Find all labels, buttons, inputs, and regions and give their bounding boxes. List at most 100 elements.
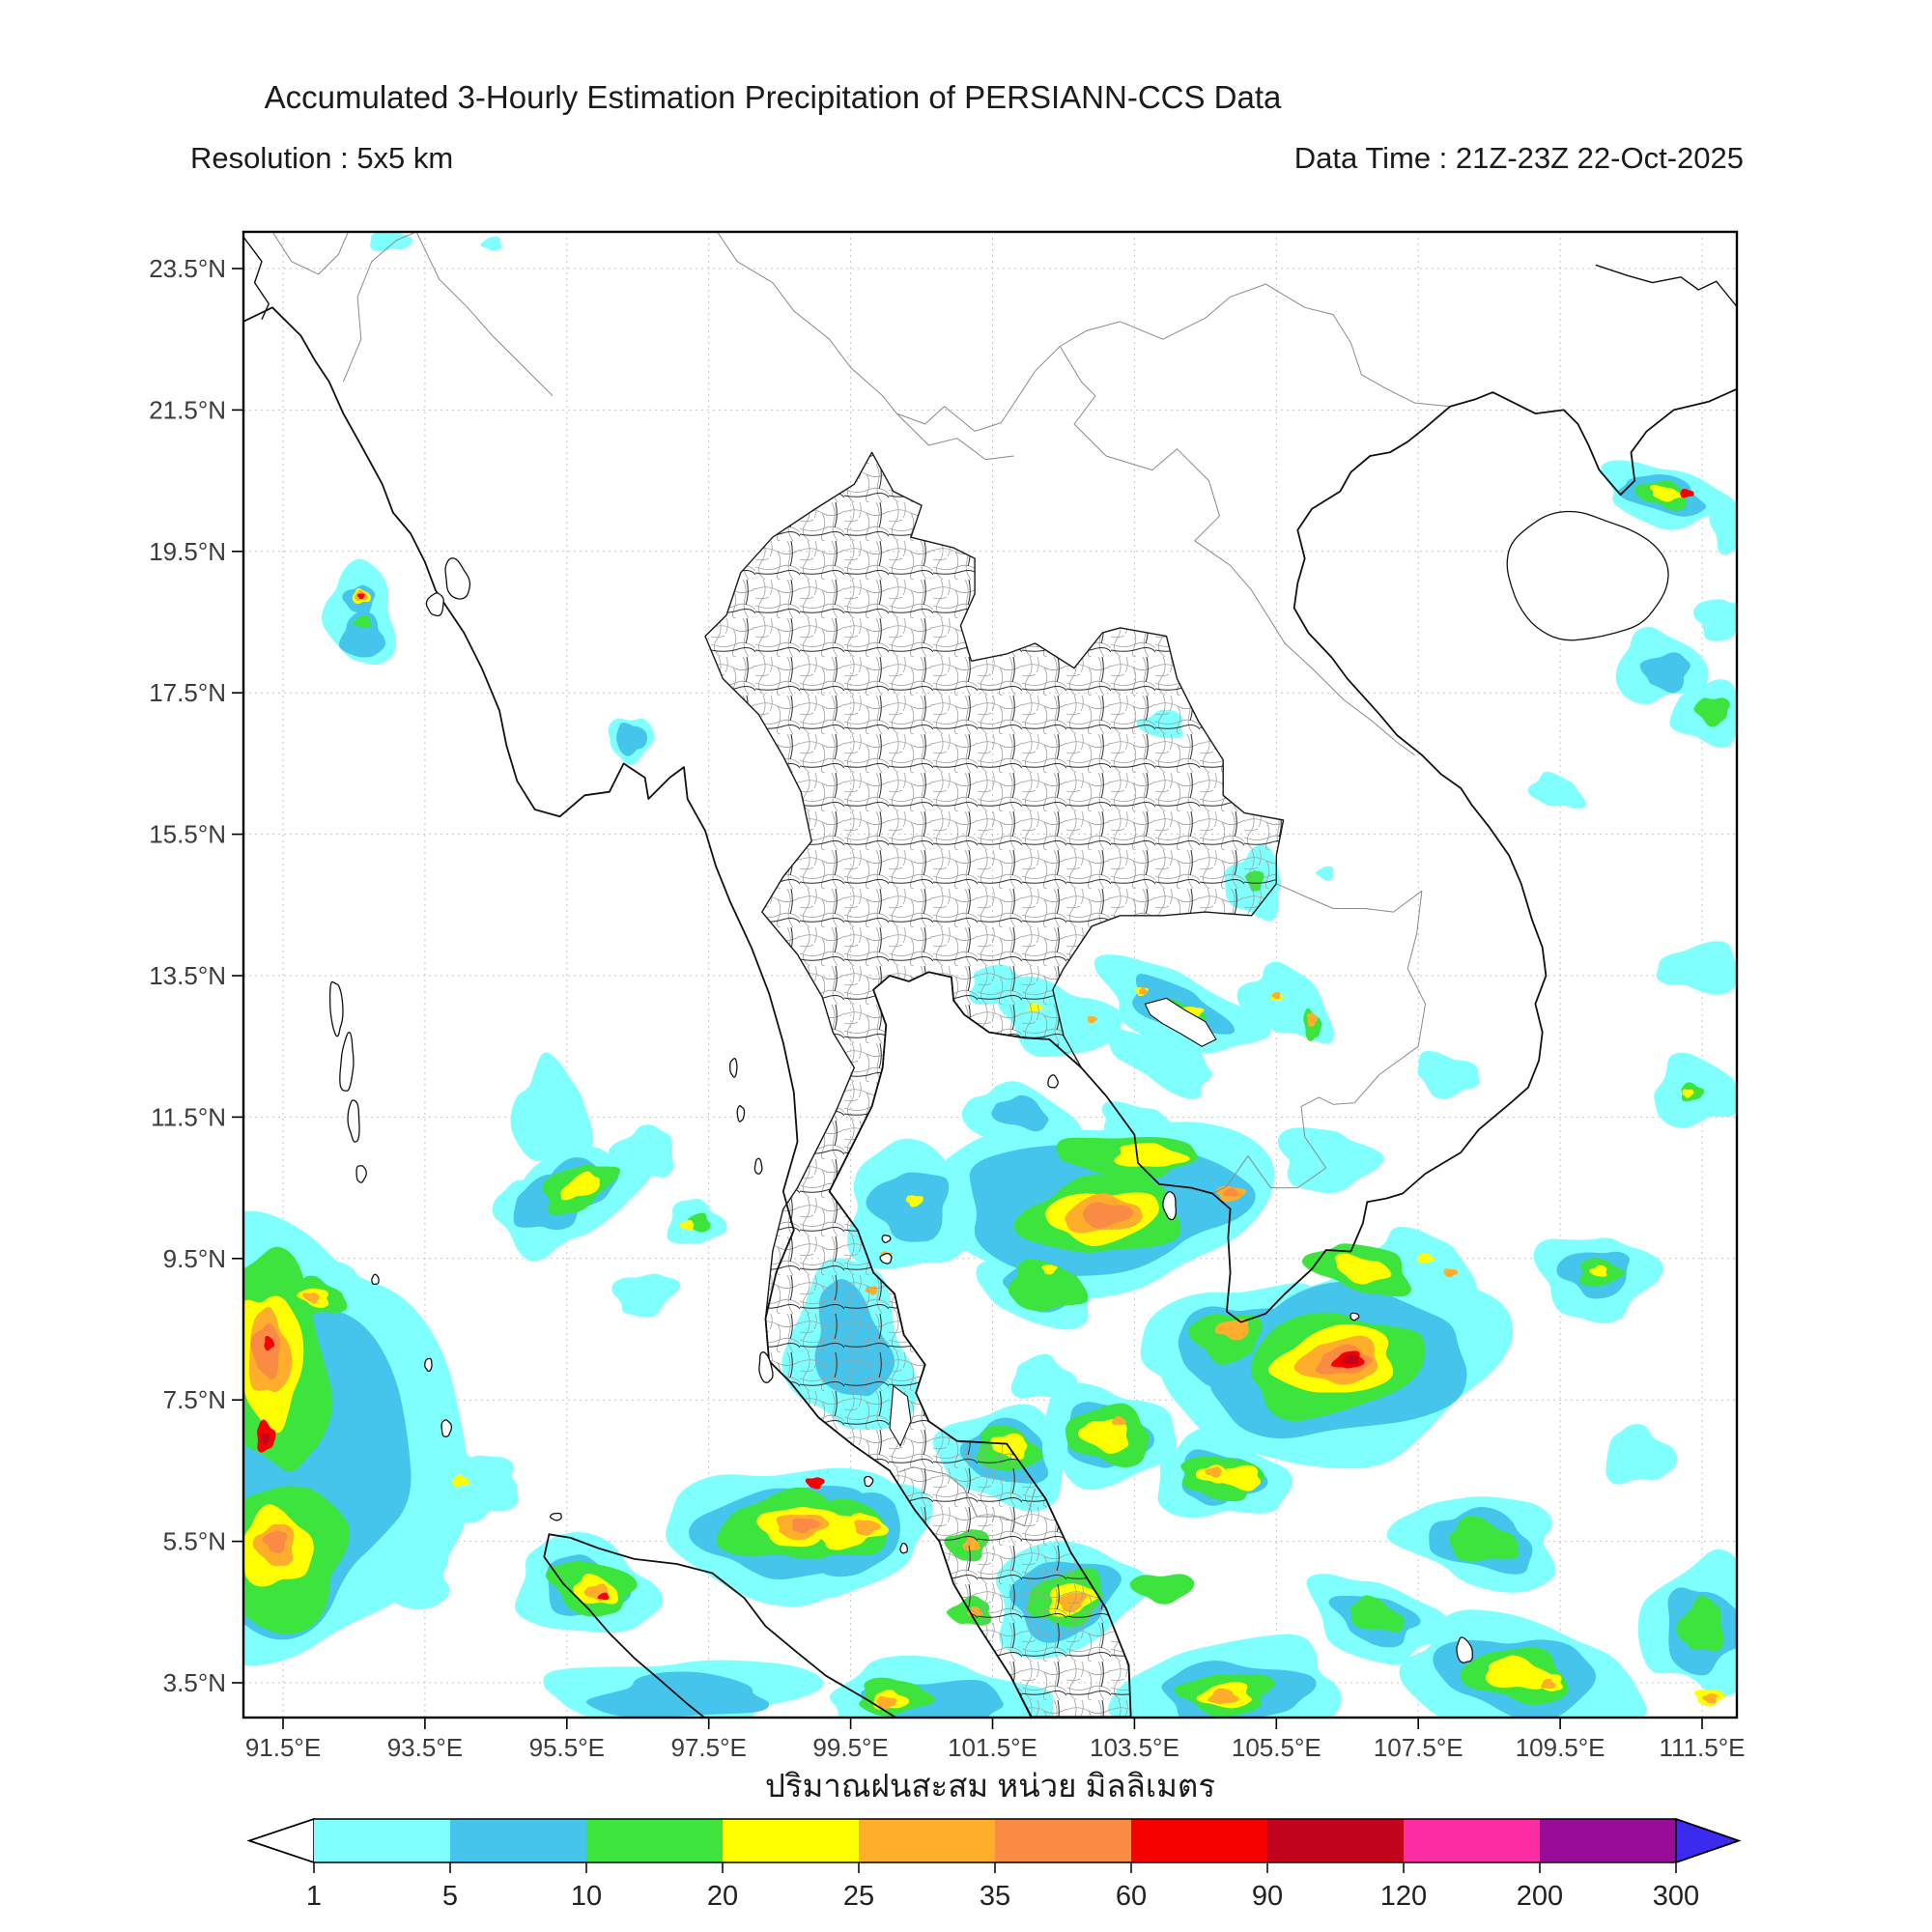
lon-tick-label: 93.5°E (387, 1733, 463, 1762)
precip-cell-red (597, 1592, 610, 1601)
precip-cell-yellow (1682, 1089, 1694, 1098)
island (347, 1099, 360, 1143)
precip-cell-darkred (1341, 1353, 1359, 1365)
coastline (828, 387, 1737, 1718)
colorbar-segment (859, 1819, 995, 1862)
colorbar-segment (723, 1819, 859, 1862)
precip-cell-yellow (1077, 1419, 1129, 1454)
coastline (543, 1533, 706, 1718)
river-line (243, 236, 270, 320)
precip-cell-yellow (1216, 1464, 1262, 1492)
lat-tick-label: 7.5°N (163, 1385, 226, 1414)
precip-cell-cyan (611, 1273, 681, 1318)
precip-cell-green (1008, 1259, 1089, 1312)
lon-tick-label: 111.5°E (1660, 1733, 1746, 1762)
precip-cell-amber (1087, 1016, 1098, 1024)
colorbar-segment (1404, 1819, 1540, 1862)
country-border (717, 232, 897, 414)
precip-cell-yellow (560, 1171, 600, 1201)
coastline (243, 306, 1033, 1718)
lat-tick-label: 17.5°N (149, 678, 226, 707)
colorbar-segment (314, 1819, 450, 1862)
precip-cell-yellow (1416, 1253, 1435, 1264)
island (425, 592, 444, 617)
precip-cell-cyan (1656, 941, 1737, 995)
lat-tick-label: 23.5°N (149, 254, 226, 283)
colorbar-tick-label: 300 (1653, 1881, 1699, 1912)
precip-cell-yellow (1649, 485, 1683, 502)
lon-tick-label: 109.5°E (1516, 1733, 1605, 1762)
precip-cell-yellow (1335, 1253, 1392, 1285)
map-frame (242, 230, 1739, 1719)
precip-cell-amber (302, 1293, 320, 1304)
colorbar-tick-label: 90 (1252, 1881, 1283, 1912)
precip-cell-amber (1205, 1466, 1222, 1478)
precip-cell-red (1679, 488, 1694, 498)
island (339, 1032, 355, 1092)
precip-cell-amber (1702, 1692, 1718, 1704)
lon-tick-label: 105.5°E (1232, 1733, 1321, 1762)
country-border (271, 232, 350, 275)
precip-cell-amber (1138, 986, 1148, 995)
colorbar: 1 5 10 20 25 35 60 90 120 200 300 (246, 1817, 1742, 1912)
page-title: Accumulated 3-Hourly Estimation Precipit… (264, 79, 1282, 115)
colorbar-tick-label: 200 (1517, 1881, 1563, 1912)
island (879, 1253, 893, 1264)
precip-cell-cyan (608, 1124, 674, 1178)
precip-cell-blue (338, 611, 385, 658)
precip-cell-amber (1111, 1416, 1126, 1426)
precip-cell-amber (876, 1695, 897, 1711)
colorbar-tick-label: 20 (707, 1881, 738, 1912)
country-border (895, 412, 1014, 461)
colorbar-tick-label: 5 (442, 1881, 458, 1912)
precip-cell-amber (1306, 1012, 1318, 1028)
island (758, 1351, 774, 1383)
precip-cell-darkred (261, 1434, 270, 1446)
precip-cell-amber (854, 1520, 881, 1536)
precip-cell-cyan (1693, 599, 1737, 641)
precip-cell-cyan (1709, 495, 1737, 555)
precip-cell-green (1129, 1574, 1195, 1605)
colorbar-tick-label: 35 (980, 1881, 1010, 1912)
island (1047, 1074, 1059, 1089)
precip-cell-cyan (480, 236, 502, 251)
precip-cell-red (805, 1477, 825, 1490)
colorbar-segment (586, 1819, 723, 1862)
precip-cell-blue (866, 1172, 950, 1242)
precip-cell-red (356, 593, 365, 600)
island (1162, 1190, 1177, 1221)
precip-cell-cyan (1101, 1101, 1176, 1149)
lon-tick-label: 95.5°E (529, 1733, 605, 1762)
precip-cell-green (1693, 697, 1730, 727)
precip-cell-coral (1083, 1202, 1134, 1230)
precip-cell-cyan (1316, 866, 1334, 881)
precip-cell-coral (792, 1518, 821, 1534)
island (1350, 1312, 1360, 1321)
lat-tick-label: 15.5°N (149, 820, 226, 849)
precip-cell-green (353, 615, 372, 629)
data-time-label: Data Time : 21Z-23Z 22-Oct-2025 (1293, 141, 1744, 175)
colorbar-tick-label: 10 (571, 1881, 602, 1912)
lon-tick-label: 91.5°E (245, 1733, 321, 1762)
island (729, 1058, 738, 1078)
island (736, 1105, 746, 1122)
resolution-label: Resolution : 5x5 km (190, 141, 454, 175)
precip-cell-cyan (358, 1545, 450, 1610)
lat-tick-label: 21.5°N (149, 395, 226, 424)
map-layers (243, 232, 1737, 1718)
colorbar-segment (1267, 1819, 1404, 1862)
precip-cell-blue (1639, 652, 1690, 694)
precip-cell-red (264, 1335, 275, 1351)
precip-cell-amber (1271, 991, 1281, 1000)
precip-cell-yellow (679, 1219, 695, 1231)
colorbar-segment (450, 1819, 586, 1862)
lon-tick-label: 99.5°E (812, 1733, 888, 1762)
precip-cell-cyan (370, 232, 413, 252)
island (753, 1157, 763, 1175)
precip-cell-amber (1443, 1268, 1459, 1278)
island (881, 1235, 892, 1243)
colorbar-segment (1540, 1819, 1676, 1862)
precip-cell-cyan (1277, 1127, 1384, 1194)
